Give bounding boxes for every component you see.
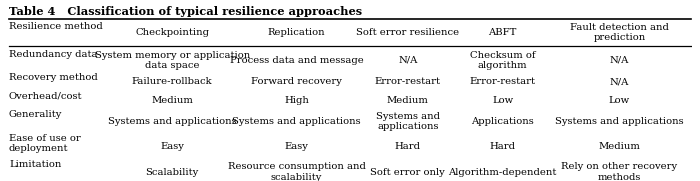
Text: Easy: Easy — [285, 142, 309, 151]
Text: High: High — [284, 96, 309, 105]
Text: N/A: N/A — [610, 56, 629, 65]
Text: Medium: Medium — [387, 96, 429, 105]
Text: Low: Low — [492, 96, 513, 105]
Text: Applications: Applications — [471, 117, 534, 126]
Text: Low: Low — [609, 96, 630, 105]
Text: Easy: Easy — [160, 142, 184, 151]
Text: System memory or application
data space: System memory or application data space — [94, 51, 250, 70]
Text: Error-restart: Error-restart — [470, 77, 536, 86]
Text: Redundancy data: Redundancy data — [9, 50, 97, 58]
Text: Medium: Medium — [151, 96, 193, 105]
Text: Checksum of
algorithm: Checksum of algorithm — [470, 51, 536, 70]
Text: Scalability: Scalability — [146, 168, 199, 176]
Text: Failure-rollback: Failure-rollback — [132, 77, 212, 86]
Text: Medium: Medium — [598, 142, 640, 151]
Text: Systems and applications: Systems and applications — [108, 117, 237, 126]
Text: Hard: Hard — [395, 142, 421, 151]
Text: Soft error resilience: Soft error resilience — [356, 28, 459, 37]
Text: Fault detection and
prediction: Fault detection and prediction — [570, 23, 668, 42]
Text: Systems and applications: Systems and applications — [555, 117, 684, 126]
Text: ABFT: ABFT — [489, 28, 517, 37]
Text: Overhead/cost: Overhead/cost — [9, 92, 83, 101]
Text: Systems and
applications: Systems and applications — [376, 111, 440, 131]
Text: N/A: N/A — [610, 77, 629, 86]
Text: N/A: N/A — [398, 56, 417, 65]
Text: Algorithm-dependent: Algorithm-dependent — [449, 168, 556, 176]
Text: Rely on other recovery
methods: Rely on other recovery methods — [561, 162, 678, 181]
Text: Table 4   Classification of typical resilience approaches: Table 4 Classification of typical resili… — [9, 6, 362, 17]
Text: Replication: Replication — [267, 28, 326, 37]
Text: Forward recovery: Forward recovery — [251, 77, 342, 86]
Text: Soft error only: Soft error only — [370, 168, 445, 176]
Text: Resource consumption and
scalability: Resource consumption and scalability — [228, 162, 365, 181]
Text: Limitation: Limitation — [9, 160, 62, 169]
Text: Ease of use or
deployment: Ease of use or deployment — [9, 134, 80, 153]
Text: Process data and message: Process data and message — [230, 56, 363, 65]
Text: Resilience method: Resilience method — [9, 22, 103, 31]
Text: Error-restart: Error-restart — [374, 77, 441, 86]
Text: Generality: Generality — [9, 110, 62, 119]
Text: Systems and applications: Systems and applications — [232, 117, 361, 126]
Text: Recovery method: Recovery method — [9, 73, 98, 82]
Text: Checkpointing: Checkpointing — [135, 28, 209, 37]
Text: Hard: Hard — [489, 142, 516, 151]
